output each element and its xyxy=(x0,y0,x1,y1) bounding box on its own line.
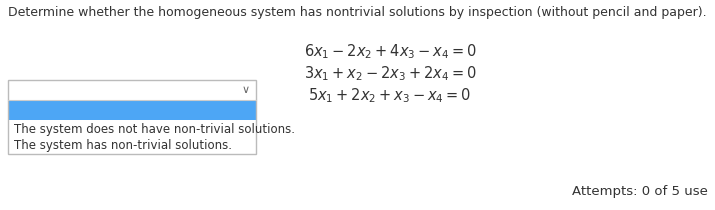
Text: The system does not have non-trivial solutions.: The system does not have non-trivial sol… xyxy=(14,122,295,135)
Bar xyxy=(8,120,256,154)
Bar xyxy=(8,80,256,154)
Bar xyxy=(8,80,256,100)
Bar xyxy=(8,100,256,120)
Text: $3x_1 + x_2 - 2x_3 + 2x_4 = 0$: $3x_1 + x_2 - 2x_3 + 2x_4 = 0$ xyxy=(304,64,476,83)
Text: The system has non-trivial solutions.: The system has non-trivial solutions. xyxy=(14,139,232,152)
Text: Determine whether the homogeneous system has nontrivial solutions by inspection : Determine whether the homogeneous system… xyxy=(8,6,706,19)
Text: $5x_1 + 2x_2 + x_3 - x_4 = 0$: $5x_1 + 2x_2 + x_3 - x_4 = 0$ xyxy=(308,86,472,105)
Text: ∨: ∨ xyxy=(242,85,250,95)
Text: Attempts: 0 of 5 use: Attempts: 0 of 5 use xyxy=(572,185,708,198)
Text: $6x_1 - 2x_2 + 4x_3 - x_4 = 0$: $6x_1 - 2x_2 + 4x_3 - x_4 = 0$ xyxy=(304,42,476,61)
